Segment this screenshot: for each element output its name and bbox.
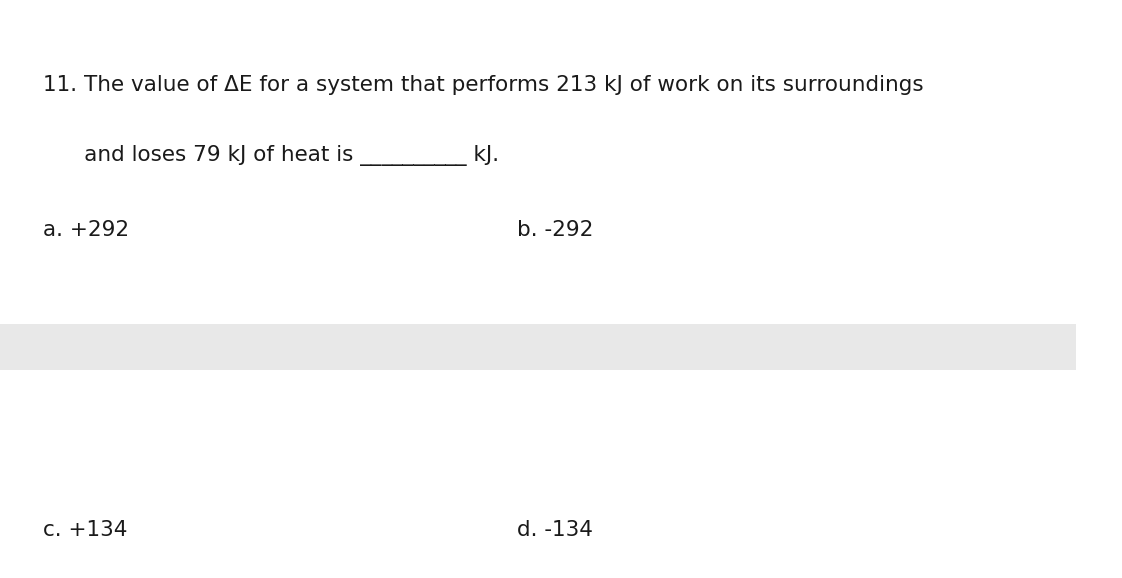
Text: d. -134: d. -134 <box>516 520 592 540</box>
Text: c. +134: c. +134 <box>43 520 128 540</box>
Text: a. +292: a. +292 <box>43 220 129 240</box>
Text: 11. The value of ΔE for a system that performs 213 kJ of work on its surrounding: 11. The value of ΔE for a system that pe… <box>43 75 923 95</box>
Text: b. -292: b. -292 <box>516 220 592 240</box>
Text: and loses 79 kJ of heat is __________ kJ.: and loses 79 kJ of heat is __________ kJ… <box>43 144 499 165</box>
FancyBboxPatch shape <box>0 324 1076 370</box>
